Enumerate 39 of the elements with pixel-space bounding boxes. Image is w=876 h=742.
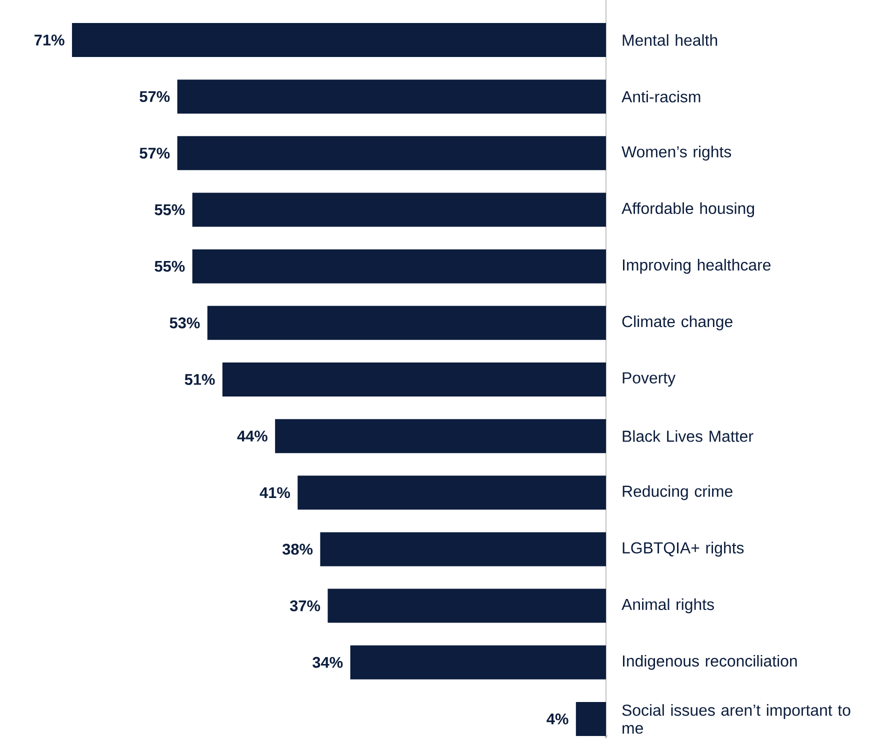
data-label: 37%	[290, 600, 320, 612]
data-label: 4%	[546, 714, 568, 724]
bar	[207, 306, 606, 340]
bar	[222, 362, 606, 396]
y-tick-label: Mental health	[622, 34, 718, 46]
data-label: 34%	[312, 656, 343, 668]
bar	[72, 23, 606, 58]
data-label: 44%	[237, 430, 268, 442]
data-label: 55%	[154, 260, 185, 272]
y-tick-label: Improving healthcare	[622, 258, 771, 274]
data-label: 51%	[184, 374, 215, 385]
y-tick-label: Climate change	[622, 315, 732, 330]
bar	[298, 476, 606, 510]
y-tick-label: Social issues aren’t important to me	[622, 704, 850, 734]
y-tick-label: Women’s rights	[622, 146, 732, 161]
bar	[350, 645, 606, 680]
y-tick-label: Affordable housing	[622, 202, 754, 218]
data-label: 57%	[140, 91, 170, 102]
y-tick-label: LGBTQIA+ rights	[622, 542, 744, 557]
y-tick-label: Reducing crime	[622, 485, 732, 500]
bar	[320, 532, 606, 566]
data-label: 55%	[154, 204, 185, 216]
data-label: 71%	[34, 34, 64, 46]
data-label: 57%	[140, 148, 170, 159]
bar	[328, 588, 606, 623]
bar	[192, 192, 606, 227]
bar	[275, 419, 606, 454]
bar	[177, 136, 606, 170]
y-tick-label: Poverty	[622, 372, 676, 387]
y-tick-label: Indigenous reconciliation	[622, 654, 797, 670]
data-label: 41%	[260, 487, 290, 498]
data-label: 53%	[170, 317, 200, 328]
bar	[177, 80, 606, 114]
y-tick-label: Anti-racism	[622, 90, 700, 102]
bar	[576, 702, 606, 736]
bar	[192, 249, 606, 284]
y-tick-label: Animal rights	[622, 598, 714, 614]
data-label: 38%	[282, 544, 313, 555]
y-tick-label: Black Lives Matter	[622, 430, 754, 442]
